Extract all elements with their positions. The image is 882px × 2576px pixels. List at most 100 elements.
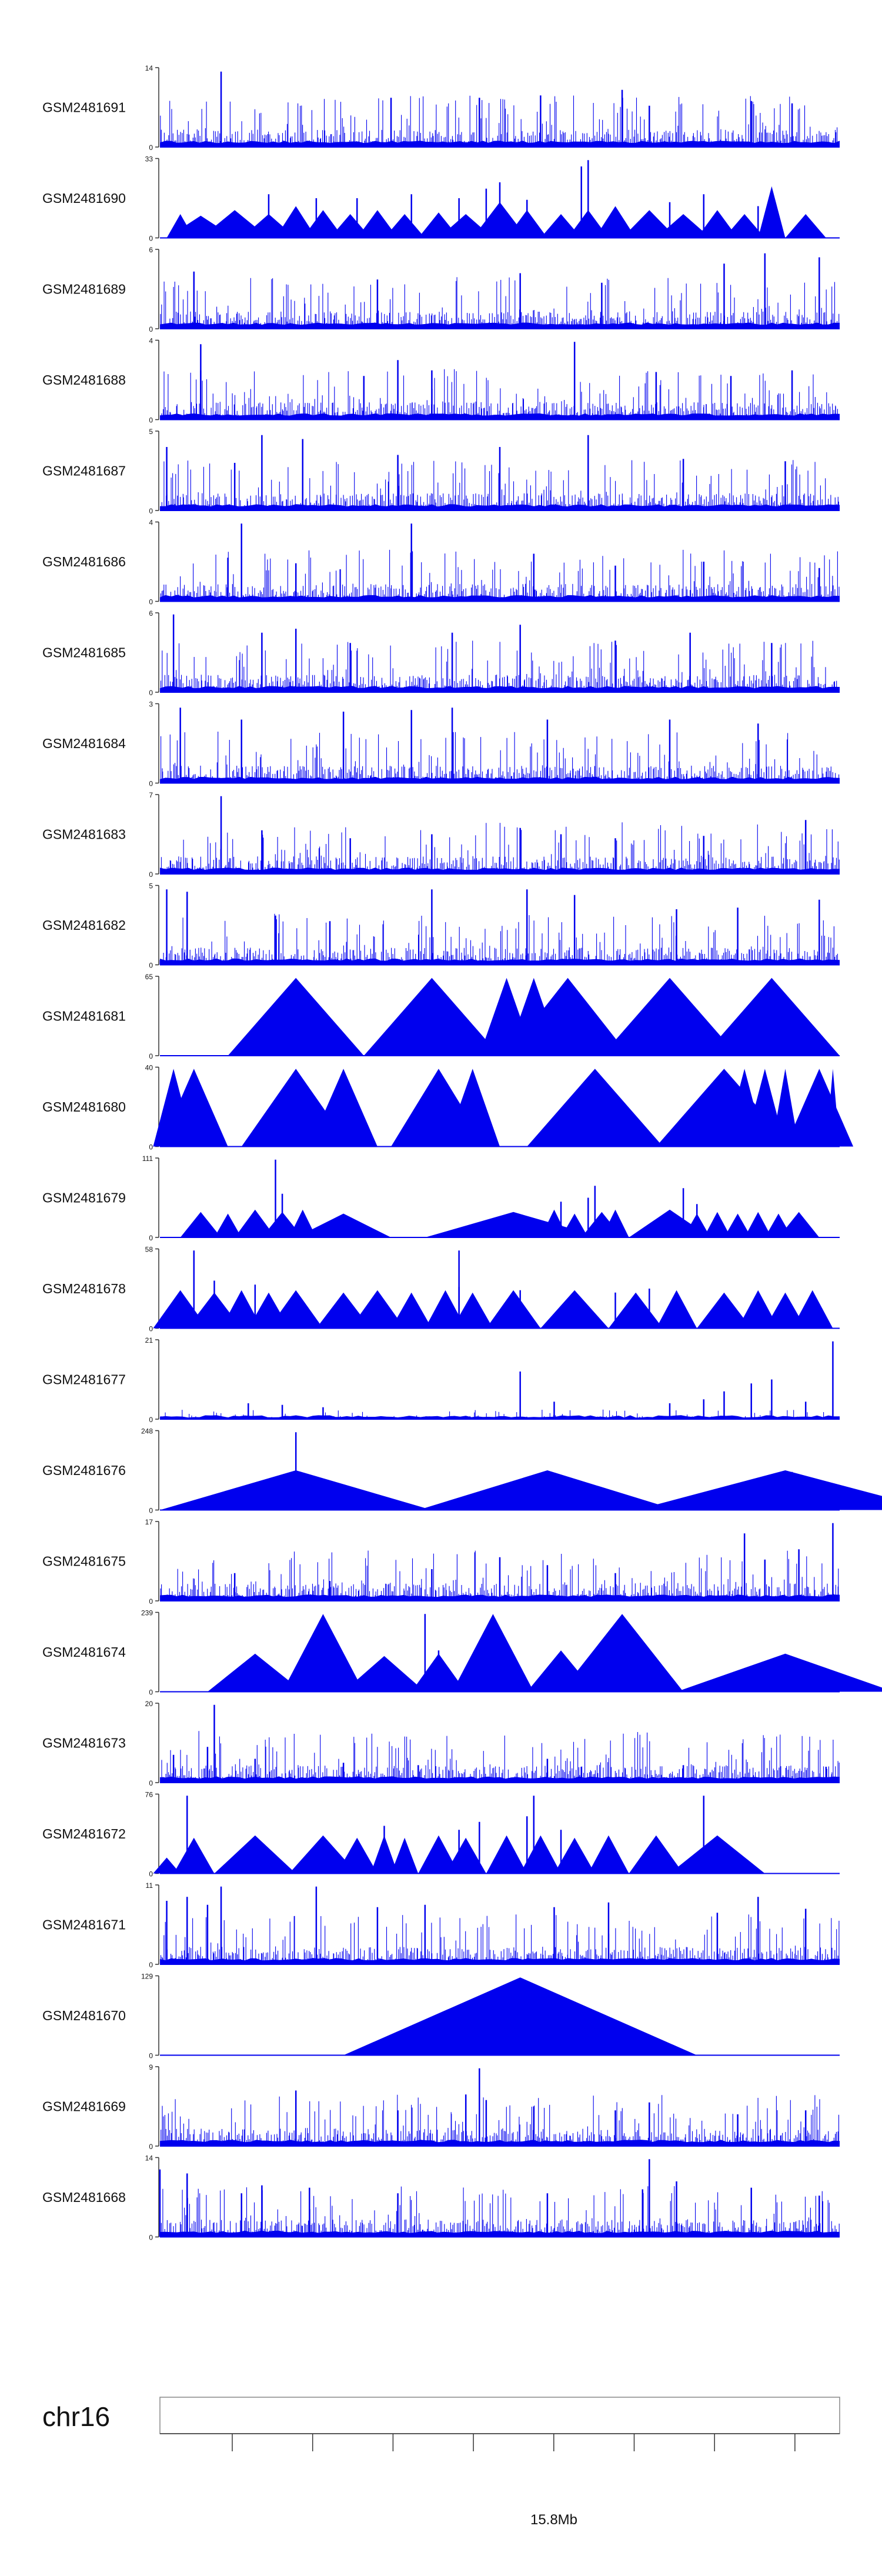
signal-peak bbox=[771, 1069, 799, 1147]
signal-peak bbox=[656, 1290, 697, 1329]
signal-baseline bbox=[160, 776, 840, 783]
track: GSM2481670 129 0 bbox=[42, 1973, 840, 2060]
track-panel: GSM2481691140GSM2481690330GSM248168960GS… bbox=[42, 64, 882, 2242]
signal-peak bbox=[520, 1835, 562, 1874]
signal-peak bbox=[296, 1213, 392, 1237]
signal-peak bbox=[452, 1614, 534, 1692]
signal-peak bbox=[561, 1213, 589, 1237]
track-ymax-label: 7 bbox=[149, 791, 153, 799]
track-ymax-label: 6 bbox=[149, 609, 153, 618]
signal-peak bbox=[418, 1835, 459, 1874]
signal-peak bbox=[268, 1290, 323, 1329]
track-ymax-label: 239 bbox=[141, 1609, 153, 1617]
signal-peak bbox=[670, 1835, 765, 1874]
track-label: GSM2481682 bbox=[42, 917, 126, 933]
genome-axis-ticks bbox=[232, 2434, 796, 2451]
track-label: GSM2481674 bbox=[42, 1644, 126, 1660]
track-ymax-label: 3 bbox=[149, 700, 153, 709]
signal-peak bbox=[302, 210, 344, 238]
track-label: GSM2481688 bbox=[42, 372, 126, 388]
track: GSM2481686 4 0 bbox=[42, 519, 840, 606]
signal-peak bbox=[527, 1069, 663, 1147]
track-label: GSM2481672 bbox=[42, 1826, 126, 1841]
signal-bars bbox=[160, 277, 840, 329]
track-ymax-label: 20 bbox=[145, 1700, 153, 1708]
signal-peak bbox=[636, 1470, 882, 1510]
signal-peak bbox=[282, 1614, 364, 1692]
signal-baseline bbox=[160, 867, 840, 874]
track-label: GSM2481668 bbox=[42, 2190, 126, 2205]
track: GSM2481668 14 0 bbox=[42, 2154, 840, 2242]
track: GSM2481673 20 0 bbox=[42, 1700, 840, 1787]
signal-peak bbox=[289, 1209, 316, 1237]
signal-baseline bbox=[160, 322, 840, 329]
track-ymin-label: 0 bbox=[149, 1416, 153, 1424]
chromosome-ideogram bbox=[159, 2397, 840, 2434]
signal-peak bbox=[785, 1069, 854, 1147]
signal-peak bbox=[391, 1837, 419, 1874]
track: GSM2481691 14 0 bbox=[42, 64, 840, 152]
track-ymin-label: 0 bbox=[149, 2052, 153, 2060]
track-ymin-label: 0 bbox=[149, 1143, 153, 1152]
track-ymax-label: 17 bbox=[145, 1518, 153, 1526]
track: GSM2481676 248 0 bbox=[42, 1427, 882, 1515]
track-ymax-label: 129 bbox=[141, 1973, 153, 1981]
signal-peak bbox=[309, 1069, 377, 1147]
signal-bars bbox=[160, 95, 840, 147]
genome-axis: chr16 15.8Mb bbox=[42, 2397, 840, 2528]
track-ymin-label: 0 bbox=[149, 235, 153, 243]
track-ymin-label: 0 bbox=[149, 144, 153, 152]
signal-peak bbox=[697, 1292, 751, 1329]
signal-peak bbox=[207, 1653, 303, 1692]
track-ymax-label: 33 bbox=[145, 155, 153, 163]
signal-peak bbox=[425, 1290, 466, 1329]
signal-baseline bbox=[160, 595, 840, 602]
signal-peak bbox=[486, 1835, 527, 1874]
track-label: GSM2481670 bbox=[42, 2008, 126, 2023]
track-label: GSM2481675 bbox=[42, 1554, 126, 1569]
track-label: GSM2481676 bbox=[42, 1463, 126, 1478]
signal-baseline bbox=[160, 413, 840, 420]
track-ymax-label: 40 bbox=[145, 1064, 153, 1072]
signal-peak bbox=[826, 1069, 840, 1147]
signal-peak bbox=[330, 214, 371, 238]
signal-peak bbox=[228, 977, 364, 1056]
track-ymax-label: 111 bbox=[142, 1154, 153, 1163]
track-ymax-label: 65 bbox=[145, 973, 153, 981]
track-label: GSM2481686 bbox=[42, 554, 126, 569]
signal-peak bbox=[724, 214, 765, 238]
signal-peak bbox=[445, 1837, 486, 1874]
signal-bars bbox=[160, 369, 840, 420]
signal-peak bbox=[343, 1977, 697, 2056]
signal-peak bbox=[602, 1209, 629, 1237]
track: GSM2481688 4 0 bbox=[42, 337, 840, 425]
track-ymax-label: 6 bbox=[149, 246, 153, 254]
track-label: GSM2481679 bbox=[42, 1190, 126, 1206]
signal-peak bbox=[622, 210, 677, 238]
signal-peak bbox=[418, 1470, 677, 1510]
track: GSM2481684 3 0 bbox=[42, 700, 840, 788]
track-label: GSM2481671 bbox=[42, 1917, 126, 1933]
track: GSM2481679 111 0 bbox=[42, 1154, 840, 1242]
track-label: GSM2481680 bbox=[42, 1099, 126, 1115]
track: GSM2481669 9 0 bbox=[42, 2063, 840, 2151]
signal-peak bbox=[602, 977, 738, 1056]
track-ymin-label: 0 bbox=[149, 598, 153, 606]
signal-peak bbox=[452, 1292, 493, 1329]
track-ymin-label: 0 bbox=[149, 1870, 153, 1878]
signal-peak bbox=[540, 214, 582, 238]
track-label: GSM2481681 bbox=[42, 1009, 126, 1024]
track-label: GSM2481678 bbox=[42, 1281, 126, 1296]
signal-peak bbox=[235, 1209, 276, 1237]
track-label: GSM2481691 bbox=[42, 100, 126, 115]
track: GSM2481674 239 0 bbox=[42, 1609, 882, 1697]
track: GSM2481683 7 0 bbox=[42, 791, 840, 879]
signal-peak bbox=[744, 1212, 772, 1237]
track-ymin-label: 0 bbox=[149, 1689, 153, 1697]
signal-baseline bbox=[160, 2140, 840, 2146]
track: GSM2481675 17 0 bbox=[42, 1518, 840, 1606]
signal-peak bbox=[363, 977, 500, 1056]
signal-peak bbox=[724, 1213, 751, 1237]
track: GSM2481685 6 0 bbox=[42, 609, 840, 697]
track-ymin-label: 0 bbox=[149, 1325, 153, 1333]
